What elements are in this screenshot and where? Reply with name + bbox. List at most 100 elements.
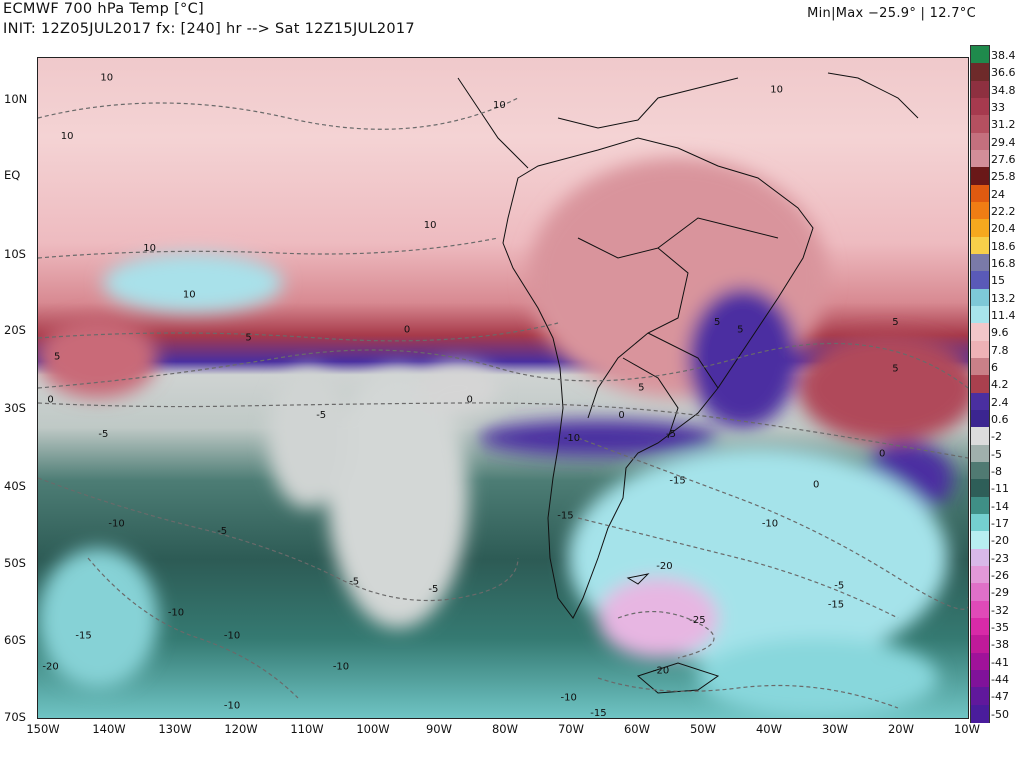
colorbar-label: 13.2 — [991, 291, 1016, 305]
lat-label-50s: 50S — [4, 556, 26, 570]
init-forecast-line: INIT: 12Z05JUL2017 fx: [240] hr --> Sat … — [3, 21, 415, 37]
lat-label-30s: 30S — [4, 401, 26, 415]
colorbar-label: 18.6 — [991, 239, 1016, 253]
isotherm-label: 5 — [892, 317, 898, 328]
colorbar-swatch — [971, 479, 989, 498]
lat-label-60s: 60S — [4, 633, 26, 647]
isotherm-label: -15 — [590, 708, 606, 718]
lon-label: 40W — [755, 722, 782, 736]
colorbar-label: 0.6 — [991, 413, 1009, 426]
colorbar-label: 20.4 — [991, 222, 1016, 236]
colorbar-swatch — [971, 167, 989, 186]
colorbar-swatch — [971, 462, 989, 480]
isotherm-label: -15 — [557, 511, 573, 522]
isotherm-label: 5 — [638, 383, 644, 394]
colorbar-swatch — [971, 288, 989, 307]
isotherm-label: 10 — [424, 220, 437, 231]
isotherm-label: -10 — [564, 433, 580, 444]
colorbar-label: -41 — [991, 655, 1009, 669]
colorbar-swatch — [971, 375, 989, 394]
colorbar-label: -8 — [991, 465, 1002, 478]
lon-label: 110W — [290, 722, 324, 736]
colorbar-swatch — [971, 63, 989, 82]
colorbar-label: 34.8 — [991, 83, 1016, 97]
isotherm-label: -15 — [669, 476, 685, 487]
isotherm-label: 5 — [54, 352, 60, 363]
colorbar-swatch — [971, 202, 989, 220]
colorbar-label: -2 — [991, 430, 1002, 444]
colorbar-label: 9.6 — [991, 326, 1009, 340]
colorbar-swatch — [971, 652, 989, 671]
isotherm-label: 5 — [737, 325, 743, 336]
colorbar-swatch — [971, 496, 989, 515]
colorbar-swatch — [971, 80, 989, 99]
isotherm-label: -20 — [42, 662, 58, 673]
lon-label: 100W — [356, 722, 390, 736]
colorbar-label: -26 — [991, 569, 1009, 582]
lon-label: 140W — [92, 722, 126, 736]
isotherm-label: -10 — [168, 607, 184, 618]
colorbar-swatch — [971, 115, 989, 134]
colorbar-label: 2.4 — [991, 395, 1009, 409]
isotherm-label: -10 — [224, 700, 240, 711]
colorbar-swatch — [971, 427, 989, 446]
colorbar-swatch — [971, 618, 989, 636]
colorbar-swatch — [971, 271, 989, 290]
colorbar-swatch — [971, 98, 989, 116]
map-canvas: 10 10 10 10 10 10 10 5 5 5 5 5 5 5 0 0 0 0 0 0 -5 -5 -5 -5 -5 -5 -… — [38, 58, 968, 718]
colorbar-swatch — [971, 150, 989, 168]
lon-label: 130W — [158, 722, 192, 736]
colorbar-swatch — [971, 583, 989, 602]
isotherm-label: -10 — [224, 631, 240, 642]
colorbar-swatch — [971, 704, 989, 723]
colorbar-swatch — [971, 548, 989, 567]
colorbar-label: 15 — [991, 274, 1005, 288]
colorbar-label: -20 — [991, 534, 1009, 548]
isotherm-label: 10 — [770, 84, 783, 95]
lon-label: 70W — [557, 722, 584, 736]
isotherm-label: -10 — [762, 518, 778, 529]
colorbar-swatch — [971, 670, 989, 688]
colorbar — [970, 45, 990, 723]
isotherm-label: -5 — [316, 410, 326, 421]
colorbar-label: -47 — [991, 690, 1009, 704]
isotherm-label: -10 — [333, 662, 349, 673]
map-title: ECMWF 700 hPa Temp [°C] — [3, 1, 204, 17]
colorbar-swatch — [971, 635, 989, 654]
isotherm-label: 0 — [467, 394, 473, 405]
isotherm-label: -25 — [689, 615, 705, 626]
lon-label: 120W — [224, 722, 258, 736]
colorbar-label: 36.6 — [991, 66, 1016, 80]
isotherm-label: -10 — [108, 518, 124, 529]
colorbar-label: -17 — [991, 517, 1009, 530]
colorbar-swatch — [971, 254, 989, 272]
isotherm-label: 0 — [813, 480, 819, 491]
colorbar-swatch — [971, 306, 989, 324]
colorbar-label: -38 — [991, 638, 1009, 652]
isotherm-label: -5 — [666, 429, 676, 440]
isotherm-label: 5 — [714, 317, 720, 328]
lat-label-10s: 10S — [4, 247, 26, 261]
colorbar-label: 11.4 — [991, 309, 1016, 322]
colorbar-label: 16.8 — [991, 257, 1016, 270]
colorbar-label: 6 — [991, 361, 998, 374]
lat-label-20s: 20S — [4, 323, 26, 337]
colorbar-swatch — [971, 358, 989, 376]
colorbar-swatch — [971, 600, 989, 619]
lon-label: 60W — [623, 722, 650, 736]
lat-label-40s: 40S — [4, 479, 26, 493]
colorbar-swatch — [971, 340, 989, 359]
colorbar-swatch — [971, 687, 989, 706]
lat-label-eq: EQ — [4, 168, 21, 182]
isotherm-label: -20 — [656, 561, 672, 572]
lon-label: 50W — [689, 722, 716, 736]
colorbar-swatch — [971, 236, 989, 255]
colorbar-swatch — [971, 46, 989, 64]
colorbar-label: -44 — [991, 673, 1009, 686]
colorbar-label: 31.2 — [991, 118, 1016, 132]
colorbar-label: -29 — [991, 586, 1009, 600]
colorbar-label: 22.2 — [991, 205, 1016, 218]
colorbar-label: 33 — [991, 101, 1005, 114]
isotherm-label: 5 — [245, 332, 251, 343]
colorbar-swatch — [971, 444, 989, 463]
